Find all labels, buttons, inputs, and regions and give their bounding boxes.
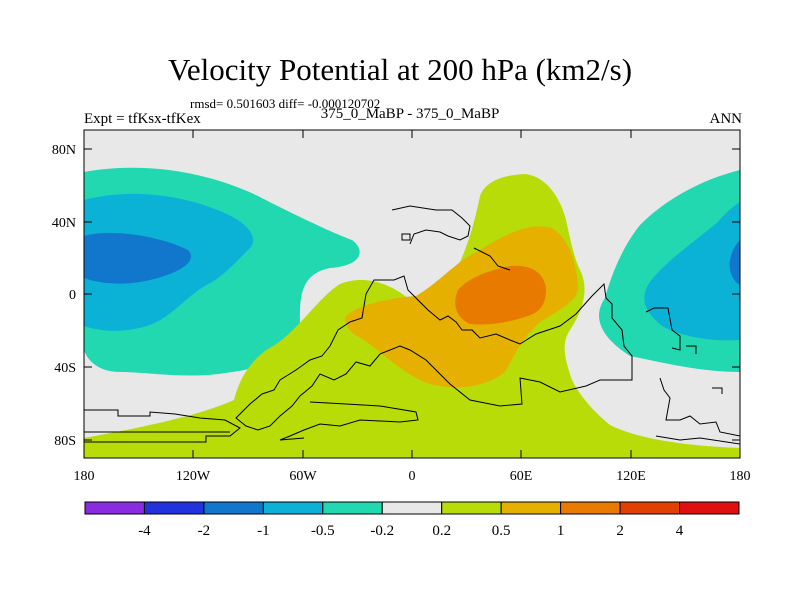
colorbar-label: -2 — [198, 523, 211, 539]
coast-antarctica-west — [84, 409, 241, 443]
colorbar-label: -0.5 — [311, 523, 335, 539]
x-tick-label: 180 — [74, 469, 95, 484]
contour-pos-strong — [455, 265, 546, 325]
colorbar-swatch — [143, 501, 205, 515]
colorbar-label: -0.2 — [370, 523, 394, 539]
y-tick-label: 40N — [52, 216, 76, 231]
colorbar-label: 0.5 — [492, 523, 511, 539]
x-tick-marks — [83, 130, 632, 458]
y-tick-label: 0 — [69, 288, 76, 303]
coastlines — [84, 205, 740, 445]
x-tick-label: 120E — [616, 469, 646, 484]
colorbar-swatch — [381, 501, 443, 515]
y-tick-label: 80N — [52, 143, 76, 158]
y-tick-marks — [84, 148, 740, 441]
colorbar-swatch — [679, 501, 740, 515]
colorbar-label: 4 — [676, 523, 684, 539]
colorbar-label: -4 — [138, 523, 151, 539]
coast-east-islands — [645, 307, 723, 394]
colorbar-label: 0.2 — [432, 523, 451, 539]
x-tick-label: 60E — [510, 469, 533, 484]
colorbar-swatch — [500, 501, 562, 515]
colorbar-swatch — [619, 501, 681, 515]
contour-neg-strong-east — [729, 240, 740, 285]
colorbar-swatch — [441, 501, 502, 515]
contour-neg-strong-west — [84, 232, 192, 284]
colorbar-swatch — [322, 501, 383, 515]
colorbar-label: 2 — [616, 523, 624, 539]
coast-northern-islands — [401, 233, 511, 271]
coast-antarctica-east-lower — [655, 435, 740, 445]
stats-label: rmsd= 0.501603 diff= -0.000120702 — [190, 96, 381, 111]
colorbar-swatch — [84, 501, 145, 515]
colorbar-label: -1 — [257, 523, 270, 539]
x-tick-label: 0 — [409, 469, 416, 484]
colorbar-swatch — [203, 501, 264, 515]
x-tick-label: 180 — [730, 469, 751, 484]
coast-south-america — [235, 275, 633, 431]
contour-neg-mid-east — [644, 202, 740, 341]
colorbar-labels: -4 -2 -1 -0.5 -0.2 0.2 0.5 1 2 4 — [138, 523, 684, 539]
coast-antarctica-east — [659, 377, 740, 437]
x-tick-label: 120W — [176, 469, 211, 484]
contour-field — [84, 130, 740, 458]
y-tick-label: 40S — [54, 361, 76, 376]
x-tick-label: 60W — [289, 469, 317, 484]
plot-title: Velocity Potential at 200 hPa (km2/s) — [167, 52, 633, 87]
season-label: ANN — [709, 111, 743, 127]
colorbar — [84, 501, 740, 515]
case-label: 375_0_MaBP - 375_0_MaBP — [320, 106, 500, 122]
colorbar-swatch — [262, 501, 324, 515]
y-tick-label: 80S — [54, 434, 76, 449]
colorbar-label: 1 — [557, 523, 565, 539]
experiment-label: Expt = tfKsx-tfKex — [84, 111, 201, 127]
coast-arabia-asia — [391, 205, 471, 245]
coast-antarctica-atlantic — [279, 401, 419, 441]
colorbar-swatch — [560, 501, 621, 515]
